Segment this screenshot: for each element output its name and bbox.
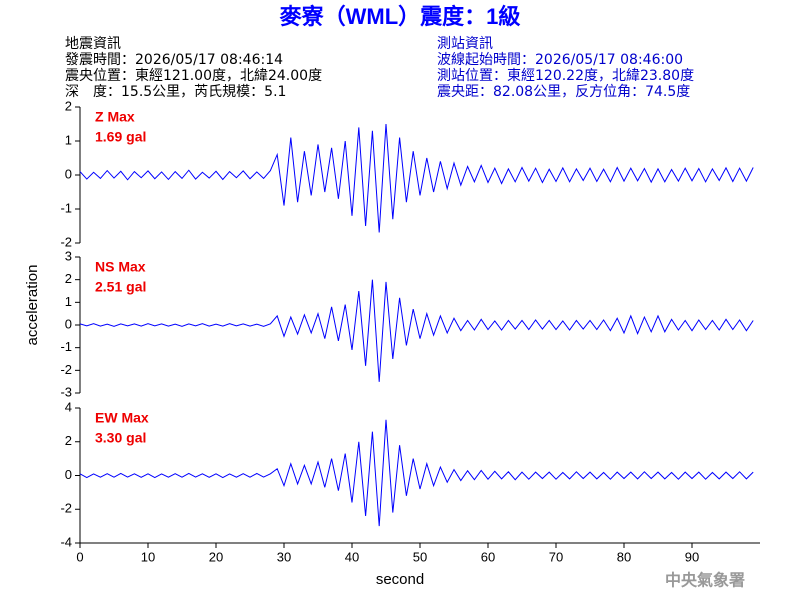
y-tick-label: 4 [65, 399, 72, 414]
left-info: 發震時間：2026/05/17 08:46:14 [65, 52, 283, 68]
right-info: 測站位置：東經120.22度，北緯23.80度 [437, 68, 694, 84]
annotation: EW Max [95, 410, 149, 426]
y-tick-label: 0 [65, 166, 72, 181]
y-tick-label: -4 [60, 534, 72, 549]
x-tick-label: 80 [617, 549, 631, 564]
annotation: Z Max [95, 109, 135, 125]
y-axis-label: acceleration [24, 265, 41, 346]
y-tick-label: 3 [65, 248, 72, 263]
x-tick-label: 10 [141, 549, 155, 564]
x-tick-label: 30 [277, 549, 291, 564]
waveform [79, 279, 754, 382]
right-info: 震央距：82.08公里，反方位角：74.5度 [437, 84, 690, 100]
title: 麥寮（WML）震度：1級 [279, 4, 521, 29]
y-tick-label: -1 [60, 200, 72, 215]
annotation: 3.30 gal [95, 430, 146, 446]
right-info: 波線起始時間：2026/05/17 08:46:00 [437, 52, 683, 68]
x-tick-label: 0 [76, 549, 83, 564]
y-tick-label: 0 [65, 467, 72, 482]
y-tick-label: -2 [60, 362, 72, 377]
left-info: 深 度：15.5公里，芮氏規模：5.1 [65, 83, 286, 100]
x-tick-label: 20 [209, 549, 223, 564]
x-tick-label: 70 [549, 549, 563, 564]
annotation: NS Max [95, 259, 146, 275]
y-tick-label: 2 [65, 433, 72, 448]
y-tick-label: -3 [60, 384, 72, 399]
y-tick-label: 0 [65, 316, 72, 331]
x-tick-label: 40 [345, 549, 359, 564]
right-info: 測站資訊 [437, 36, 493, 52]
y-tick-label: 2 [65, 271, 72, 286]
y-tick-label: -2 [60, 501, 72, 516]
left-info: 地震資訊 [65, 36, 121, 52]
left-info: 震央位置：東經121.00度，北緯24.00度 [65, 68, 322, 84]
y-tick-label: 1 [65, 294, 72, 309]
annotation: 1.69 gal [95, 129, 146, 145]
waveform [79, 123, 754, 233]
waveform [79, 419, 754, 527]
y-tick-label: 1 [65, 132, 72, 147]
y-tick-label: -2 [60, 234, 72, 249]
x-tick-label: 90 [685, 549, 699, 564]
x-tick-label: 60 [481, 549, 495, 564]
y-tick-label: -1 [60, 339, 72, 354]
annotation: 2.51 gal [95, 279, 146, 295]
footer: 中央氣象署 [665, 571, 745, 590]
x-tick-label: 50 [413, 549, 427, 564]
x-axis-label: second [376, 571, 424, 588]
y-tick-label: 2 [65, 98, 72, 113]
